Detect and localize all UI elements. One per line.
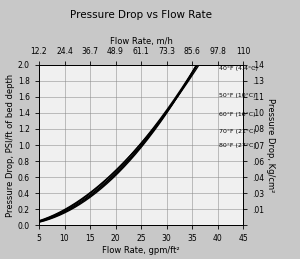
- Text: 40°F (4.4°C): 40°F (4.4°C): [219, 66, 258, 71]
- Text: 70°F (21°C): 70°F (21°C): [219, 129, 256, 134]
- Y-axis label: Pressure Drop, PSI/ft of bed depth: Pressure Drop, PSI/ft of bed depth: [6, 74, 15, 217]
- Title: Pressure Drop vs Flow Rate: Pressure Drop vs Flow Rate: [70, 10, 212, 19]
- Text: 80°F (27°C): 80°F (27°C): [219, 142, 256, 148]
- Y-axis label: Pressure Drop, Kg/cm²: Pressure Drop, Kg/cm²: [266, 98, 275, 192]
- X-axis label: Flow Rate, gpm/ft²: Flow Rate, gpm/ft²: [102, 246, 180, 255]
- X-axis label: Flow Rate, m/h: Flow Rate, m/h: [110, 37, 172, 46]
- Text: 60°F (16°C): 60°F (16°C): [219, 112, 256, 117]
- Text: 50°F (10°C): 50°F (10°C): [219, 93, 256, 98]
